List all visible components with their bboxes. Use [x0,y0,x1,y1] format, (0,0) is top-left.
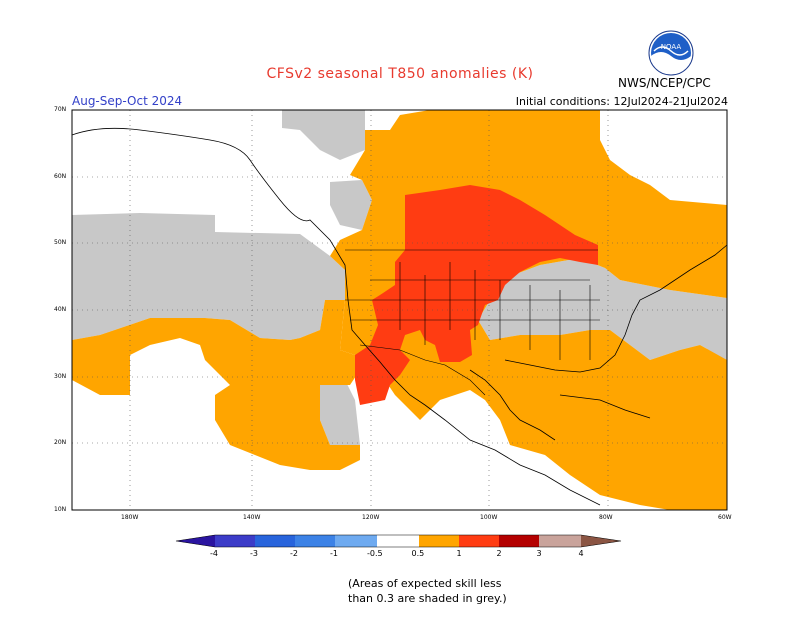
colorbar-neg-0-5 [335,535,377,547]
colorbar-pos-3 [539,535,581,547]
colorbar-tick-label: 1 [456,549,462,558]
skill-note-line2: than 0.3 are shaded in grey.) [348,592,507,605]
colorbar-tick-label: 0.5 [411,549,425,558]
y-tick-label: 40N [54,306,67,313]
season-label: Aug-Sep-Oct 2024 [72,94,183,108]
colorbar-pos-4 [581,535,621,547]
agency-label: NWS/NCEP/CPC [618,76,711,90]
colorbar-neutral [377,535,419,547]
colorbar-tick-label: 2 [496,549,502,558]
colorbar-tick-label: -4 [210,549,218,558]
skill-note-line1: (Areas of expected skill less [348,577,502,590]
x-tick-label: 60W [718,514,732,521]
noaa-logo: NOAA [648,30,694,76]
colorbar-neg-2 [255,535,295,547]
x-tick-label: 180W [121,514,139,521]
y-tick-label: 60N [54,173,67,180]
colorbar-pos-0-5 [419,535,459,547]
initial-conditions-label: Initial conditions: 12Jul2024-21Jul2024 [515,95,728,108]
colorbar-neg-4 [176,535,215,547]
colorbar-tick-label: 3 [536,549,542,558]
graticule [72,110,727,510]
y-tick-label: 10N [54,506,67,513]
colorbar-tick-label: -2 [290,549,298,558]
map-title: CFSv2 seasonal T850 anomalies (K) [266,66,534,82]
y-tick-label: 30N [54,373,67,380]
low-skill-regions [72,110,727,445]
coastlines [71,127,728,506]
anomaly-red [355,185,598,405]
skill-note: (Areas of expected skill less than 0.3 a… [348,576,507,606]
x-tick-label: 140W [243,514,261,521]
colorbar-tick-label: -3 [250,549,258,558]
colorbar-pos-2 [499,535,539,547]
x-tick-label: 100W [480,514,498,521]
colorbar-tick-label: 4 [578,549,584,558]
colorbar-neg-3 [215,535,255,547]
colorbar-neg-1 [295,535,335,547]
borders [345,249,600,396]
y-tick-label: 20N [54,439,67,446]
noaa-logo-text: NOAA [661,43,682,51]
map-frame [71,109,728,511]
x-tick-label: 120W [362,514,380,521]
y-tick-label: 50N [54,239,67,246]
colorbar-pos-1 [459,535,499,547]
y-tick-label: 70N [54,106,67,113]
colorbar-tick-label: -1 [330,549,338,558]
x-tick-label: 80W [599,514,613,521]
colorbar-tick-label: -0.5 [367,549,383,558]
colorbar [175,534,622,548]
